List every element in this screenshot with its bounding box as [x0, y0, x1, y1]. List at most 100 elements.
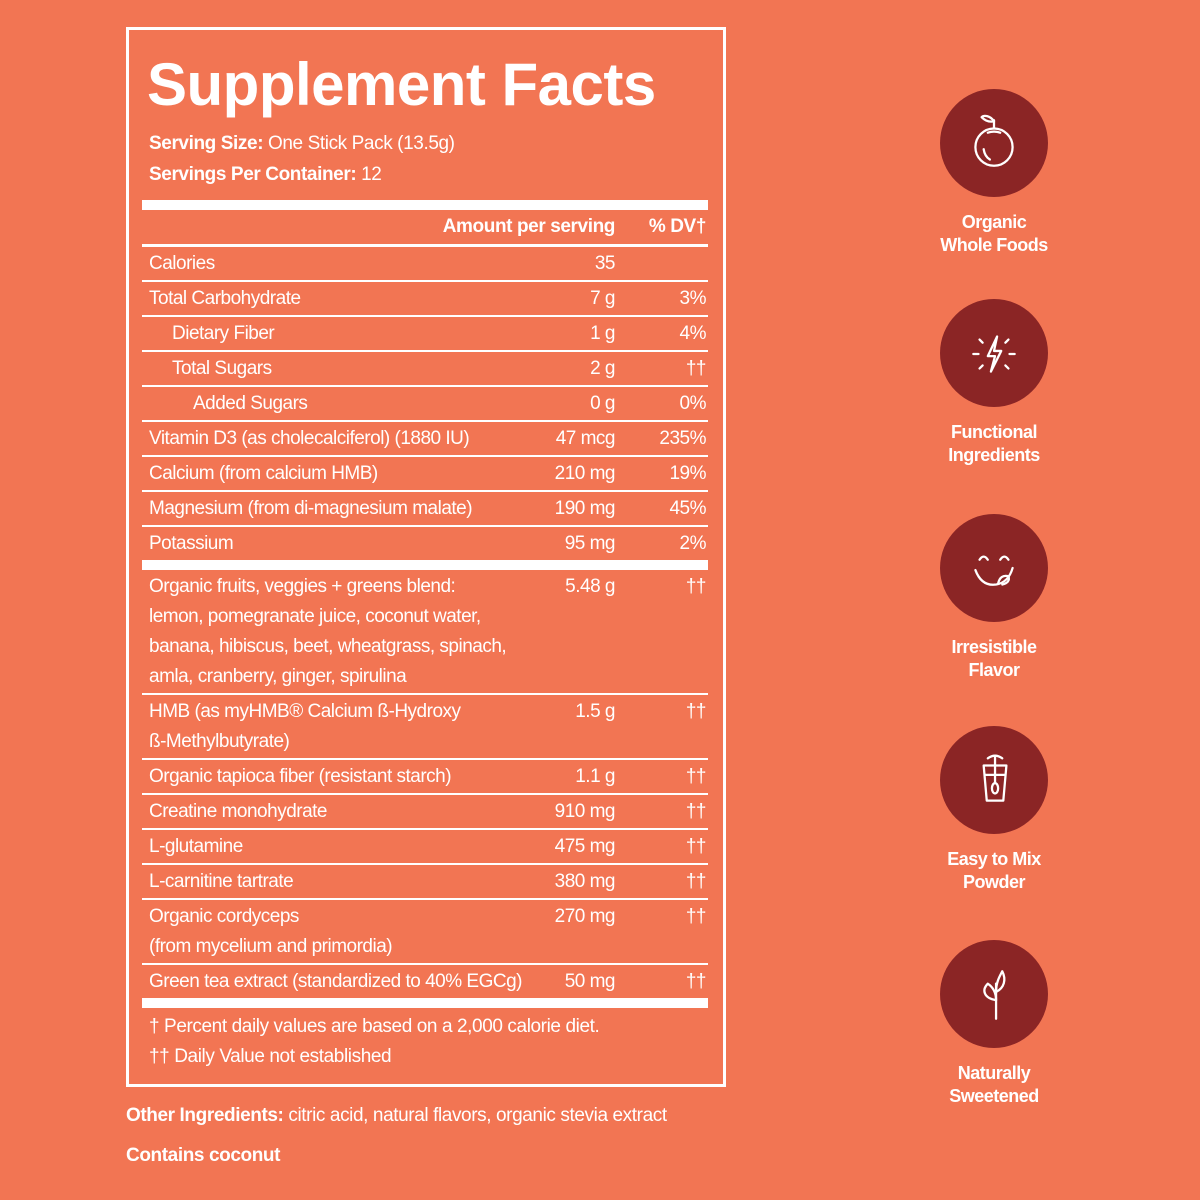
feature-label: Naturally Sweetened	[949, 1063, 1039, 1106]
nutrient-name: HMB (as myHMB® Calcium ß-Hydroxy ß-Methy…	[149, 701, 461, 752]
servings-label: Servings Per Container:	[149, 164, 357, 185]
table-row: Calories 35	[142, 247, 708, 282]
nutrient-amount: 1.5 g	[575, 701, 615, 722]
serving-size: Serving Size: One Stick Pack (13.5g)	[142, 128, 710, 159]
feature-label: Irresistible Flavor	[951, 637, 1037, 680]
footnotes: † Percent daily values are based on a 2,…	[142, 1008, 708, 1076]
nutrient-amount: 1.1 g	[575, 766, 615, 787]
nutrient-name: Dietary Fiber	[172, 323, 275, 344]
table-row: Magnesium (from di-magnesium malate) 190 …	[142, 492, 708, 527]
nutrient-amount: 270 mg	[554, 906, 616, 927]
footnote-not-established: †† Daily Value not established	[149, 1046, 392, 1067]
nutrient-dv: ††	[685, 576, 707, 597]
apple-icon	[974, 114, 1014, 167]
nutrient-amount: 95 mg	[564, 533, 616, 554]
table-row: Green tea extract (standardized to 40% E…	[142, 965, 708, 998]
nutrient-dv: ††	[685, 871, 707, 892]
table-row: Vitamin D3 (as cholecalciferol) (1880 IU…	[142, 422, 708, 457]
nutrient-dv: 3%	[679, 288, 707, 309]
servings-per-container: Servings Per Container: 12	[142, 159, 710, 190]
nutrient-name: Total Carbohydrate	[149, 288, 301, 309]
divider-thick	[142, 998, 708, 1008]
nutrient-dv: 19%	[669, 463, 706, 484]
other-ingredients: Other Ingredients: citric acid, natural …	[126, 1103, 728, 1129]
feature-badge: Easy to Mix Powder	[934, 726, 1054, 894]
feature-circle	[940, 726, 1048, 834]
nutrient-name: Green tea extract (standardized to 40% E…	[149, 971, 522, 992]
header-amount: Amount per serving	[442, 216, 616, 237]
nutrient-amount: 210 mg	[554, 463, 616, 484]
nutrient-amount: 50 mg	[564, 971, 616, 992]
nutrient-name: Organic tapioca fiber (resistant starch)	[149, 766, 452, 787]
header-dv: % DV†	[648, 216, 707, 237]
facts-table: Amount per serving % DV† Calories 35 Total…	[142, 200, 708, 1076]
other-ingredients-value: citric acid, natural flavors, organic st…	[288, 1105, 667, 1126]
nutrient-amount: 380 mg	[554, 871, 616, 892]
nutrient-amount: 910 mg	[554, 801, 616, 822]
table-row: Creatine monohydrate 910 mg ††	[142, 795, 708, 830]
table-row: Potassium 95 mg 2%	[142, 527, 708, 560]
divider-thick	[142, 200, 708, 210]
nutrient-dv: 4%	[679, 323, 707, 344]
nutrient-dv: ††	[685, 836, 707, 857]
table-row: Organic tapioca fiber (resistant starch)…	[142, 760, 708, 795]
feature-badge: Functional Ingredients	[934, 299, 1054, 467]
nutrient-name: Organic cordyceps (from mycelium and pri…	[149, 906, 393, 957]
nutrient-name: Potassium	[149, 533, 234, 554]
nutrient-dv: ††	[685, 766, 707, 787]
nutrient-name: Magnesium (from di-magnesium malate)	[149, 498, 473, 519]
feature-circle	[940, 299, 1048, 407]
nutrient-name: Creatine monohydrate	[149, 801, 328, 822]
shaker-cup-icon	[982, 754, 1008, 802]
nutrient-name: Calcium (from calcium HMB)	[149, 463, 378, 484]
table-row: L-glutamine 475 mg ††	[142, 830, 708, 865]
nutrient-dv: ††	[685, 971, 707, 992]
nutrient-dv: 0%	[679, 393, 707, 414]
nutrient-dv: 2%	[679, 533, 707, 554]
nutrient-name: L-carnitine tartrate	[149, 871, 294, 892]
table-row: HMB (as myHMB® Calcium ß-Hydroxy ß-Methy…	[142, 695, 708, 760]
feature-label: Easy to Mix Powder	[947, 849, 1041, 892]
nutrient-amount: 47 mcg	[555, 428, 616, 449]
table-row: Total Sugars 2 g ††	[142, 352, 708, 387]
nutrient-dv: 45%	[669, 498, 706, 519]
table-row: Total Carbohydrate 7 g 3%	[142, 282, 708, 317]
nutrient-name: Organic fruits, veggies + greens blend: …	[149, 576, 507, 687]
nutrient-amount: 5.48 g	[565, 576, 615, 597]
nutrient-amount: 1 g	[590, 323, 615, 344]
nutrient-amount: 475 mg	[554, 836, 616, 857]
feature-badge: Irresistible Flavor	[934, 514, 1054, 682]
smile-tongue-icon	[974, 555, 1014, 586]
nutrient-name: Calories	[149, 253, 215, 274]
divider-thick	[142, 560, 708, 570]
leaf-sprout-icon	[983, 970, 1006, 1020]
allergen-statement: Contains coconut	[126, 1145, 281, 1166]
serving-size-label: Serving Size:	[149, 133, 264, 154]
serving-size-value: One Stick Pack (13.5g)	[268, 133, 455, 154]
table-row: Calcium (from calcium HMB) 210 mg 19%	[142, 457, 708, 492]
table-row: Organic cordyceps (from mycelium and pri…	[142, 900, 708, 965]
table-row: Dietary Fiber 1 g 4%	[142, 317, 708, 352]
nutrient-name: Total Sugars	[172, 358, 272, 379]
lightning-icon	[972, 335, 1016, 373]
servings-value: 12	[361, 164, 382, 185]
table-header: Amount per serving % DV†	[142, 210, 708, 247]
nutrient-amount: 7 g	[590, 288, 615, 309]
nutrient-dv: ††	[685, 906, 707, 927]
nutrient-name: Vitamin D3 (as cholecalciferol) (1880 IU…	[149, 428, 470, 449]
feature-label: Functional Ingredients	[948, 422, 1040, 465]
nutrient-dv: ††	[685, 801, 707, 822]
table-row: Added Sugars 0 g 0%	[142, 387, 708, 422]
nutrient-amount: 190 mg	[554, 498, 616, 519]
nutrient-name: Added Sugars	[193, 393, 308, 414]
footnote-dv: † Percent daily values are based on a 2,…	[149, 1016, 600, 1037]
feature-circle	[940, 940, 1048, 1048]
nutrient-amount: 35	[594, 253, 616, 274]
nutrient-dv: ††	[685, 358, 707, 379]
nutrient-amount: 2 g	[590, 358, 615, 379]
nutrient-dv: 235%	[659, 428, 706, 449]
nutrient-name: L-glutamine	[149, 836, 243, 857]
feature-badge: Naturally Sweetened	[934, 940, 1054, 1108]
other-ingredients-label: Other Ingredients:	[126, 1105, 284, 1126]
panel-title: Supplement Facts	[147, 51, 656, 118]
